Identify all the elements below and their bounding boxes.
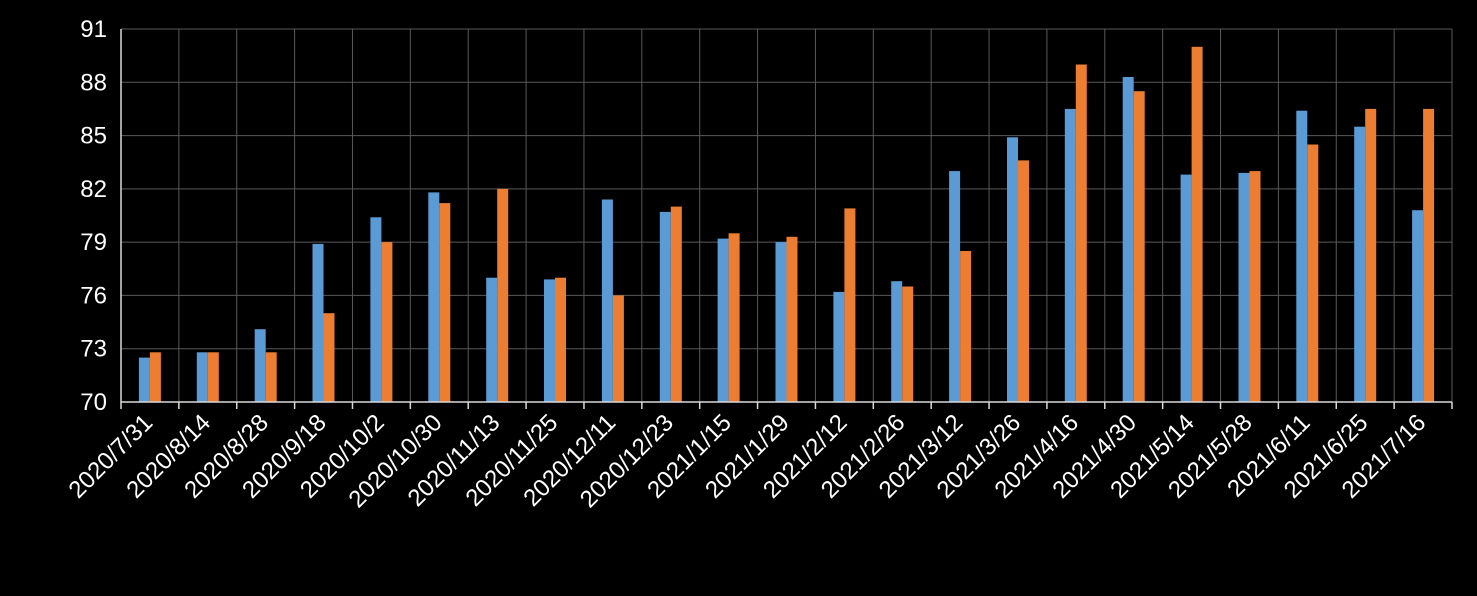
bar-series-2-2021-4-30 bbox=[1133, 91, 1145, 402]
bar-series-2-2021-4-16 bbox=[1075, 64, 1087, 402]
bar-series-1-2021-5-14 bbox=[1180, 174, 1192, 402]
bar-series-1-2021-2-12 bbox=[833, 291, 845, 402]
bar-series-1-2021-5-28 bbox=[1238, 172, 1250, 402]
bar-series-1-2021-1-29 bbox=[775, 242, 787, 402]
x-tick-labels: 2020/7/312020/8/142020/8/282020/9/182020… bbox=[64, 409, 1432, 513]
y-tick-label: 88 bbox=[80, 69, 107, 96]
bar-series-2-2021-6-25 bbox=[1365, 108, 1377, 403]
bar-series-2-2020-9-18 bbox=[323, 313, 335, 402]
bar-series-1-2021-6-11 bbox=[1296, 110, 1308, 402]
bar-series-2-2021-7-16 bbox=[1423, 108, 1435, 403]
bar-series-2-2021-5-14 bbox=[1191, 46, 1203, 403]
bar-series-2-2020-10-30 bbox=[439, 203, 451, 402]
bar-series-2-2020-8-28 bbox=[265, 352, 277, 402]
bar-series-2-2020-12-11 bbox=[612, 295, 624, 402]
y-tick-label: 91 bbox=[80, 16, 107, 43]
bar-series-1-2020-12-23 bbox=[659, 211, 671, 402]
bar-series-1-2020-8-28 bbox=[254, 329, 266, 402]
bar-series-1-2021-3-12 bbox=[949, 171, 961, 402]
y-tick-labels: 70 73 76 79 82 85 88 91 bbox=[80, 16, 107, 416]
bar-series-2-2020-10-2 bbox=[381, 242, 393, 402]
bar-series-1-2021-2-26 bbox=[891, 281, 903, 402]
bar-series-2-2020-11-13 bbox=[497, 188, 509, 402]
bars bbox=[138, 46, 1435, 403]
bar-series-1-2021-4-30 bbox=[1122, 77, 1134, 402]
bar-series-1-2021-1-15 bbox=[717, 238, 729, 402]
bar-series-1-2020-7-31 bbox=[138, 357, 150, 402]
bar-series-2-2021-1-15 bbox=[728, 233, 740, 402]
bar-series-2-2020-12-23 bbox=[670, 206, 682, 402]
bar-series-2-2021-2-26 bbox=[902, 286, 914, 402]
bar-series-1-2020-10-2 bbox=[370, 217, 382, 402]
bar-series-1-2021-4-16 bbox=[1064, 108, 1076, 403]
bar-series-1-2021-6-25 bbox=[1354, 126, 1366, 402]
bar-series-2-2021-1-29 bbox=[786, 236, 798, 402]
bar-series-1-2021-3-26 bbox=[1007, 137, 1018, 403]
bar-series-1-2020-8-14 bbox=[196, 352, 208, 402]
bar-series-2-2021-3-26 bbox=[1018, 160, 1029, 402]
bar-series-1-2020-10-30 bbox=[428, 192, 440, 402]
bar-series-2-2020-8-14 bbox=[207, 352, 219, 402]
y-tick-label: 70 bbox=[80, 389, 107, 416]
axes bbox=[120, 29, 1453, 409]
bar-series-1-2020-11-13 bbox=[486, 277, 498, 402]
y-tick-label: 82 bbox=[80, 176, 107, 203]
bar-series-1-2020-12-11 bbox=[601, 199, 613, 402]
bar-series-1-2020-9-18 bbox=[312, 243, 324, 402]
bar-series-2-2021-5-28 bbox=[1249, 171, 1261, 402]
bar-series-2-2021-6-11 bbox=[1307, 144, 1319, 402]
gridlines bbox=[120, 28, 1453, 403]
bar-series-1-2020-11-25 bbox=[544, 279, 555, 402]
bar-series-2-2021-2-12 bbox=[844, 208, 856, 402]
y-tick-label: 79 bbox=[80, 229, 107, 256]
y-tick-label: 73 bbox=[80, 336, 107, 363]
y-tick-label: 85 bbox=[80, 123, 107, 150]
bar-series-2-2020-11-25 bbox=[555, 277, 566, 402]
bar-series-2-2021-3-12 bbox=[960, 251, 972, 402]
y-tick-label: 76 bbox=[80, 282, 107, 309]
bar-series-2-2020-7-31 bbox=[149, 352, 161, 402]
bar-series-1-2021-7-16 bbox=[1412, 210, 1424, 402]
